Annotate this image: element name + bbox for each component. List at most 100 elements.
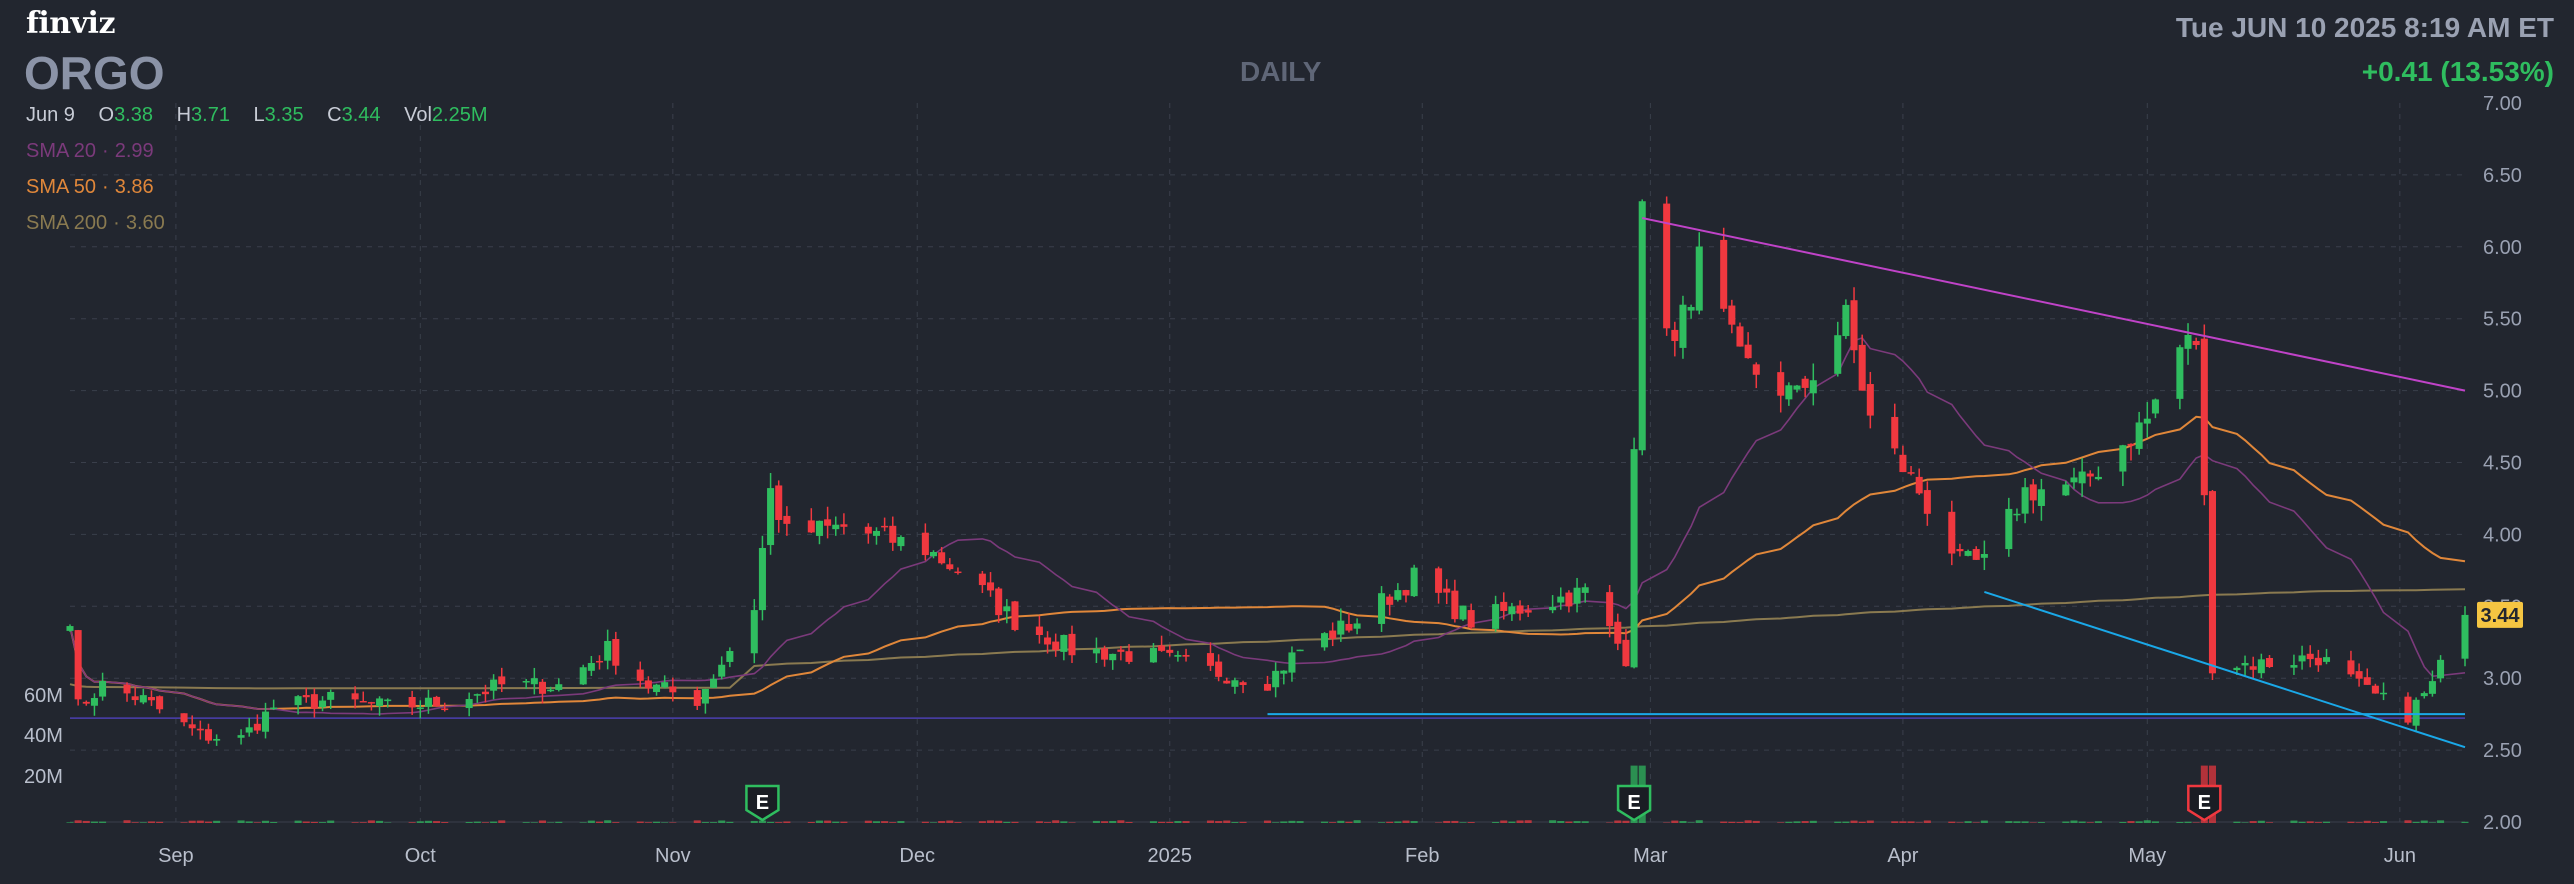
volume-bar [1858,821,1866,823]
earnings-badge [1616,784,1652,822]
volume-bar [188,820,196,823]
candle-body [1850,300,1858,351]
volume-bar [1492,821,1500,823]
sma50-legend[interactable]: SMA 50 · 3.86 [26,176,154,198]
volume-bar [2233,821,2241,823]
candle-body [261,711,270,732]
volume-bar [2363,820,2371,823]
candle-body [351,693,359,700]
candle-body [180,713,188,723]
candle-body [253,723,261,731]
sma20-legend[interactable]: SMA 20 · 2.99 [26,140,154,162]
volume-bar [1850,820,1858,823]
last-price-label: 3.44 [2481,605,2521,627]
volume-bar [897,821,905,823]
volume-tick-label: 40M [24,725,63,747]
candle-body [1744,344,1752,359]
sma200-legend[interactable]: SMA 200 · 3.60 [26,212,165,234]
candle-body [579,667,587,685]
candle-body [1206,653,1214,666]
x-tick-label: 2025 [1147,845,1192,867]
trendlines[interactable] [1267,217,2466,749]
candle-body [1614,621,1622,644]
candle-body [555,684,563,690]
candle-body [1891,416,1899,449]
volume-bar [99,821,107,823]
volume-bar [1964,821,1972,823]
close-value: 3.44 [341,104,381,126]
volume-bar [2306,821,2314,823]
volume-bar [1345,821,1353,823]
candle-body [815,520,823,536]
candle-body [840,524,848,527]
volume-bar [775,822,783,823]
close-label: C [327,104,342,126]
volume-bar [718,820,726,823]
volume-bar [555,821,563,823]
vol-label: Vol [404,104,432,126]
candle-body [490,679,498,691]
candle-body [2298,655,2306,662]
candle-body [359,700,367,703]
candle-body [1321,633,1329,648]
volume-bar [213,820,221,823]
candle-body [2094,476,2102,480]
candle-body [1451,590,1459,620]
earnings-marker[interactable]: E [745,784,780,822]
x-tick-label: Sep [158,845,194,867]
x-tick-label: Nov [655,845,691,867]
volume-bar [1206,820,1214,823]
volume-bar [1972,822,1980,823]
volume-bar [465,822,473,823]
candle-body [604,640,612,661]
period-label: DAILY [1240,56,1322,87]
candle-body [310,694,318,709]
candle-body [929,552,938,557]
candle-body [2143,418,2151,424]
finviz-logo[interactable]: finviz [26,6,115,41]
candle-body [1109,653,1117,661]
earnings-marker[interactable]: E [1616,784,1652,822]
volume-bars [66,717,2469,823]
volume-bar [1125,821,1133,823]
volume-bar [661,822,669,823]
candle-body [2070,477,2078,483]
moving-averages [69,336,2466,715]
candle-body [2233,667,2241,671]
volume-bar [636,821,644,823]
volume-bar [1500,820,1508,823]
volume-bar [473,821,481,823]
volume-bar [310,821,318,823]
sma20-value: 2.99 [114,140,154,162]
volume-bar [946,820,954,823]
volume-bar [2005,821,2013,823]
datetime-label: Tue JUN 10 2025 8:19 AM ET [2175,12,2554,43]
candle-body [2265,658,2274,667]
volume-bar [612,822,620,823]
candle-body [1948,511,1956,554]
volume-bar [604,820,612,823]
volume-bar [2176,821,2184,823]
candle-body [889,525,897,543]
candle-body [123,684,131,694]
candle-body [1288,652,1296,673]
volume-bar [1239,821,1247,823]
volume-bar [1378,822,1386,823]
candle-body [1394,590,1402,600]
volume-bar [1842,821,1850,823]
volume-bar [538,820,547,823]
candle-body [2249,666,2257,670]
sma20-line [69,336,2466,715]
candle-body [1630,449,1638,668]
earnings-marker[interactable]: E [2187,784,2222,822]
candle-body [2290,665,2298,668]
y-tick-label: 2.50 [2483,740,2522,762]
candle-body [2029,484,2037,501]
candle-body [750,610,758,654]
volume-bar [824,820,832,823]
y-tick-label: 6.00 [2483,237,2522,259]
candle-body [1720,239,1728,309]
y-tick-label: 5.00 [2483,381,2522,403]
